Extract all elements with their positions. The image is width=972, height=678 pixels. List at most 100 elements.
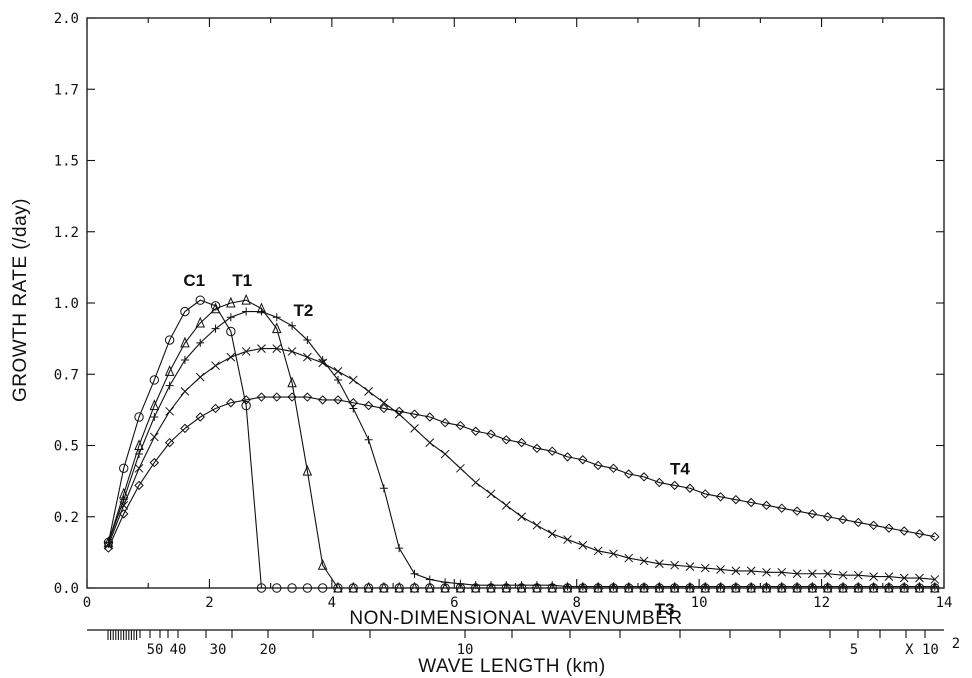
plus-marker bbox=[425, 575, 434, 584]
x-marker bbox=[195, 372, 205, 382]
triangle-marker bbox=[440, 581, 450, 593]
x-marker bbox=[379, 398, 389, 408]
plus-marker bbox=[364, 435, 373, 444]
triangle-marker bbox=[868, 581, 879, 593]
plus-marker bbox=[135, 450, 144, 459]
plus-marker bbox=[777, 582, 786, 591]
diamond-marker bbox=[333, 395, 343, 405]
x-marker bbox=[410, 424, 419, 433]
x-marker bbox=[624, 553, 634, 563]
circle-marker bbox=[226, 326, 236, 337]
diamond-marker bbox=[930, 531, 940, 542]
triangle-marker bbox=[149, 399, 160, 411]
triangle-marker bbox=[363, 581, 374, 593]
diamond-marker bbox=[838, 514, 848, 525]
plus-marker bbox=[257, 307, 266, 316]
x-marker bbox=[486, 489, 496, 499]
triangle-marker bbox=[623, 581, 634, 593]
triangle-marker bbox=[654, 581, 665, 593]
x-marker bbox=[746, 566, 756, 576]
diamond-marker bbox=[149, 457, 160, 468]
wavelength-tick-label: 10 bbox=[457, 642, 474, 658]
plus-marker bbox=[456, 579, 465, 588]
circle-marker bbox=[164, 335, 175, 345]
x-axis-ticks: 0 2 4 6 8 10 12 14 bbox=[83, 18, 953, 611]
y-axis-ticks: 0.0 0.2 0.5 0.7 1.0 1.2 1.5 1.7 2.0 bbox=[54, 11, 944, 597]
x-marker bbox=[762, 567, 771, 577]
plus-marker bbox=[640, 582, 649, 591]
x-marker bbox=[700, 563, 710, 573]
series-c1 bbox=[103, 295, 940, 593]
x-marker bbox=[899, 573, 909, 583]
triangle-marker bbox=[807, 581, 818, 593]
plus-marker bbox=[624, 582, 633, 591]
triangle-marker bbox=[425, 581, 435, 593]
diamond-marker bbox=[119, 509, 129, 519]
x-tick-label: 12 bbox=[813, 595, 830, 611]
diamond-marker bbox=[654, 477, 665, 488]
x-marker bbox=[884, 572, 894, 581]
secondary-axis: 50 40 30 20 10 5 X 10 2 bbox=[87, 629, 960, 658]
plus-marker bbox=[487, 581, 496, 590]
plus-marker bbox=[823, 582, 832, 591]
diamond-marker bbox=[363, 400, 374, 411]
plus-marker bbox=[900, 582, 909, 591]
plus-marker bbox=[578, 582, 587, 591]
x-marker bbox=[425, 438, 435, 448]
triangle-marker bbox=[761, 581, 772, 593]
triangle-marker bbox=[700, 581, 711, 593]
diamond-marker bbox=[241, 395, 251, 405]
triangle-marker bbox=[271, 322, 282, 334]
triangle-marker bbox=[409, 581, 420, 593]
plus-marker bbox=[517, 581, 526, 590]
circle-marker bbox=[256, 583, 267, 593]
plus-marker bbox=[563, 582, 572, 591]
plus-marker bbox=[762, 582, 771, 591]
secondary-axis-label: WAVE LENGTH (km) bbox=[418, 656, 605, 677]
triangle-marker bbox=[164, 365, 175, 376]
diamond-marker bbox=[164, 437, 175, 448]
triangle-marker bbox=[241, 293, 251, 305]
plus-marker bbox=[441, 578, 450, 587]
triangle-marker bbox=[914, 581, 925, 593]
x-marker bbox=[792, 569, 802, 579]
circle-marker bbox=[149, 375, 160, 385]
plus-marker bbox=[272, 313, 281, 322]
x-marker bbox=[517, 512, 526, 522]
plus-marker bbox=[869, 582, 878, 591]
diamond-marker bbox=[501, 435, 512, 445]
diamond-marker bbox=[899, 526, 909, 536]
diamond-marker bbox=[348, 398, 358, 408]
x-marker bbox=[547, 529, 557, 539]
diamond-marker bbox=[822, 512, 833, 522]
diamond-marker bbox=[195, 412, 205, 422]
diamond-marker bbox=[471, 426, 481, 436]
x-marker bbox=[501, 500, 511, 510]
x-tick-label: 14 bbox=[936, 595, 953, 611]
diamond-marker bbox=[287, 392, 297, 402]
x-marker bbox=[440, 449, 450, 459]
series-line-t3 bbox=[107, 348, 935, 580]
x-marker bbox=[364, 386, 373, 396]
triangle-marker bbox=[287, 376, 297, 388]
diamond-marker bbox=[210, 403, 221, 414]
triangle-marker bbox=[302, 464, 313, 476]
y-axis-label: GROWTH RATE (/day) bbox=[10, 198, 31, 402]
triangle-marker bbox=[394, 581, 404, 593]
diamond-marker bbox=[440, 417, 450, 428]
triangle-marker bbox=[639, 581, 649, 593]
diamond-marker bbox=[226, 398, 236, 408]
diamond-marker bbox=[685, 483, 695, 493]
x-marker bbox=[639, 556, 649, 566]
diamond-marker bbox=[746, 497, 756, 508]
diamond-marker bbox=[547, 446, 557, 456]
series-line-t2 bbox=[107, 310, 935, 588]
circle-marker bbox=[180, 306, 190, 317]
x-marker bbox=[655, 559, 664, 569]
diamond-marker bbox=[608, 463, 619, 474]
triangle-marker bbox=[210, 302, 221, 314]
diamond-marker bbox=[593, 460, 603, 471]
diamond-marker bbox=[761, 500, 772, 511]
x-marker bbox=[318, 358, 328, 368]
triangle-marker bbox=[532, 581, 542, 593]
